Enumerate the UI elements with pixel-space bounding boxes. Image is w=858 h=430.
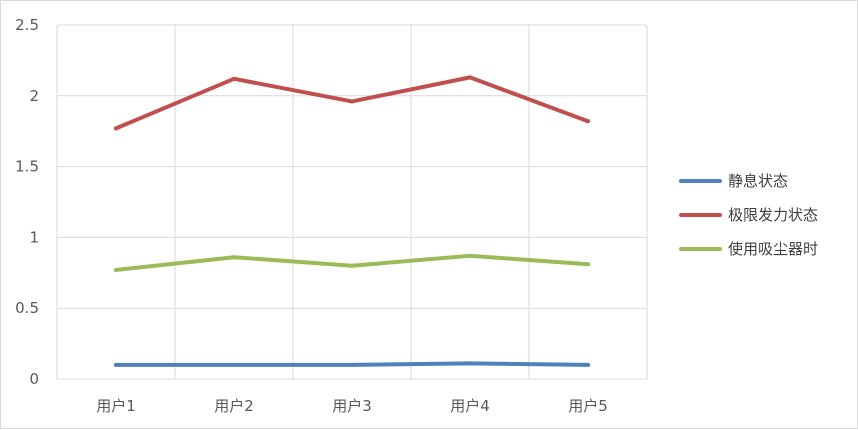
legend-label: 使用吸尘器时 <box>728 240 818 258</box>
data-point <box>232 255 236 260</box>
data-point <box>468 253 472 258</box>
y-tick-label: 2.5 <box>15 16 39 34</box>
y-tick-label: 0 <box>29 370 39 388</box>
data-point <box>586 119 590 124</box>
data-point <box>350 99 354 104</box>
data-point <box>468 75 472 80</box>
y-tick-label: 2 <box>29 87 39 105</box>
x-tick-label: 用户4 <box>450 397 490 415</box>
gridlines <box>56 24 648 380</box>
x-tick-label: 用户5 <box>568 397 608 415</box>
data-point <box>114 362 118 367</box>
y-tick-label: 1.5 <box>15 158 39 176</box>
y-tick-label: 1 <box>29 228 39 246</box>
data-point <box>586 362 590 367</box>
x-tick-label: 用户1 <box>96 397 136 415</box>
data-point <box>350 263 354 268</box>
legend-label: 静息状态 <box>728 172 788 190</box>
data-point <box>114 126 118 131</box>
legend-label: 极限发力状态 <box>728 206 818 224</box>
data-point <box>350 362 354 367</box>
data-point <box>586 262 590 267</box>
y-tick-label: 0.5 <box>15 299 39 317</box>
series-line-3 <box>114 253 590 272</box>
data-point <box>468 361 472 366</box>
data-point <box>114 267 118 272</box>
x-tick-label: 用户3 <box>332 397 372 415</box>
series-lines <box>114 75 590 367</box>
x-tick-label: 用户2 <box>214 397 254 415</box>
x-axis: 用户1 用户2 用户3 用户4 用户5 <box>96 397 608 415</box>
data-point <box>232 76 236 81</box>
y-axis: 0 0.5 1 1.5 2 2.5 <box>15 16 39 388</box>
data-point <box>232 362 236 367</box>
